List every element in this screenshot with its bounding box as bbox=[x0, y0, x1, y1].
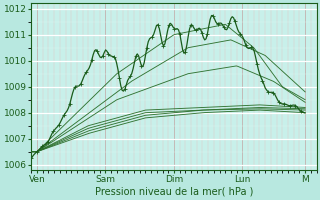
X-axis label: Pression niveau de la mer( hPa ): Pression niveau de la mer( hPa ) bbox=[95, 187, 253, 197]
